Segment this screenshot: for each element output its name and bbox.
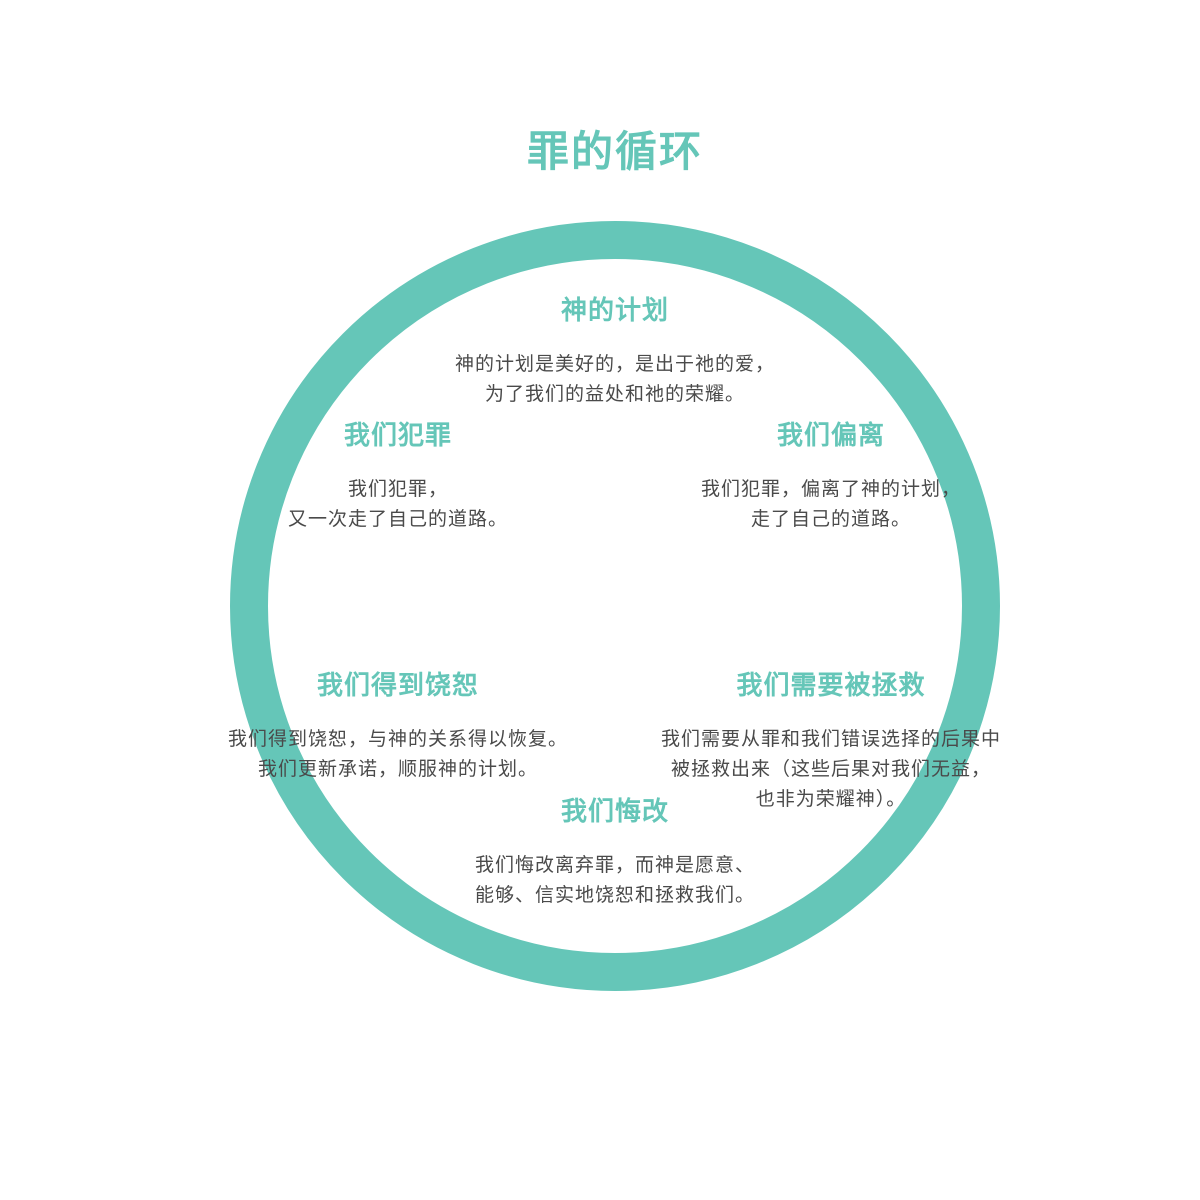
cycle-node-we-sin: 我们犯罪 我们犯罪， 又一次走了自己的道路。 bbox=[178, 420, 618, 534]
node-title: 我们犯罪 bbox=[343, 421, 452, 451]
cycle-node-we-depart: 我们偏离 我们犯罪，偏离了神的计划， 走了自己的道路。 bbox=[611, 420, 1051, 534]
node-description-line: 走了自己的道路。 bbox=[750, 508, 911, 530]
node-title: 我们需要被拯救 bbox=[736, 671, 926, 701]
node-description-line: 我们更新承诺，顺服神的计划。 bbox=[257, 758, 538, 780]
node-description-line: 我们得到饶恕，与神的关系得以恢复。 bbox=[227, 728, 568, 750]
node-description-line: 也非为荣耀神）。 bbox=[755, 788, 907, 810]
node-title: 神的计划 bbox=[560, 296, 669, 326]
node-description-line: 我们犯罪， bbox=[347, 478, 448, 500]
page-title: 罪的循环 bbox=[526, 127, 703, 176]
node-description: 我们犯罪，偏离了神的计划， 走了自己的道路。 bbox=[611, 474, 1051, 534]
node-description-line: 又一次走了自己的道路。 bbox=[287, 508, 508, 530]
node-description-line: 神的计划是美好的，是出于祂的爱， bbox=[454, 353, 775, 375]
node-description-line: 我们犯罪，偏离了神的计划， bbox=[700, 478, 961, 500]
node-description: 我们犯罪， 又一次走了自己的道路。 bbox=[178, 474, 618, 534]
node-description-line: 能够、信实地饶恕和拯救我们。 bbox=[474, 884, 755, 906]
cycle-node-gods-plan: 神的计划 神的计划是美好的，是出于祂的爱， 为了我们的益处和祂的荣耀。 bbox=[395, 295, 835, 409]
node-title: 我们悔改 bbox=[560, 797, 669, 827]
node-description: 我们需要从罪和我们错误选择的后果中 被拯救出来（这些后果对我们无益， 也非为荣耀… bbox=[611, 724, 1051, 814]
cycle-node-we-are-forgiven: 我们得到饶恕 我们得到饶恕，与神的关系得以恢复。 我们更新承诺，顺服神的计划。 bbox=[178, 670, 618, 784]
node-description-line: 我们悔改离弃罪，而神是愿意、 bbox=[474, 854, 755, 876]
node-description: 我们悔改离弃罪，而神是愿意、 能够、信实地饶恕和拯救我们。 bbox=[395, 850, 835, 910]
node-description-line: 为了我们的益处和祂的荣耀。 bbox=[484, 383, 745, 405]
node-description: 神的计划是美好的，是出于祂的爱， 为了我们的益处和祂的荣耀。 bbox=[395, 349, 835, 409]
cycle-node-we-need-saving: 我们需要被拯救 我们需要从罪和我们错误选择的后果中 被拯救出来（这些后果对我们无… bbox=[611, 670, 1051, 814]
node-description-line: 被拯救出来（这些后果对我们无益， bbox=[670, 758, 991, 780]
cycle-node-we-repent: 我们悔改 我们悔改离弃罪，而神是愿意、 能够、信实地饶恕和拯救我们。 bbox=[395, 796, 835, 910]
node-title: 我们偏离 bbox=[776, 421, 885, 451]
node-title: 我们得到饶恕 bbox=[316, 671, 479, 701]
node-description: 我们得到饶恕，与神的关系得以恢复。 我们更新承诺，顺服神的计划。 bbox=[178, 724, 618, 784]
node-description-line: 我们需要从罪和我们错误选择的后果中 bbox=[660, 728, 1001, 750]
